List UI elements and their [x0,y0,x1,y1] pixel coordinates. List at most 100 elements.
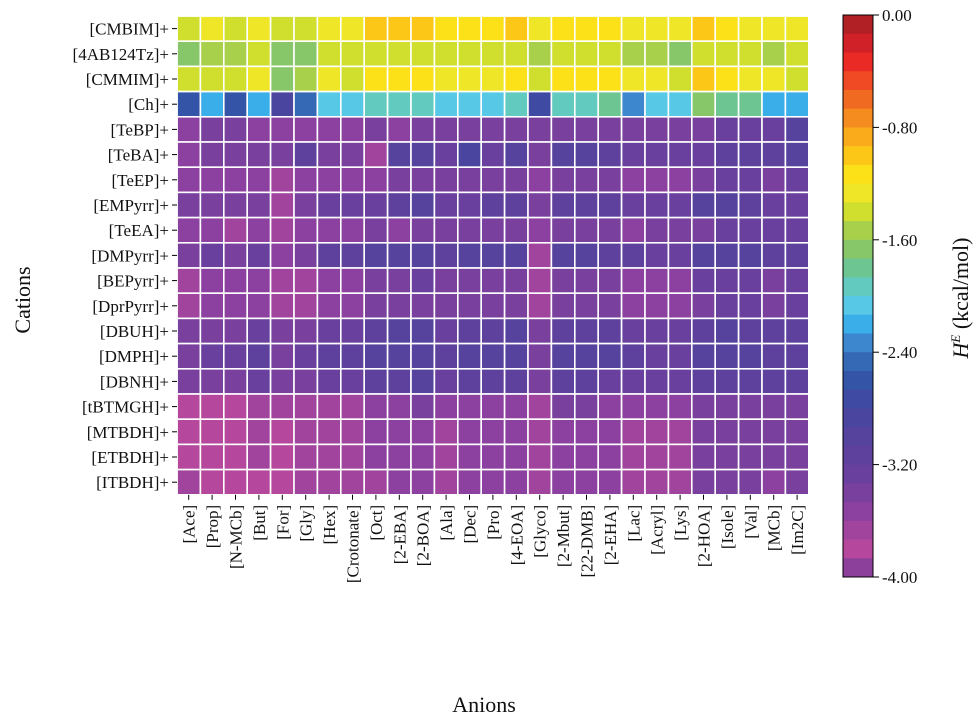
heatmap-cell [690,267,716,295]
heatmap-cell [550,65,576,93]
heatmap-cell [573,40,599,68]
heatmap-cell [667,242,693,269]
heatmap-cell [386,317,412,345]
heatmap-cell [644,367,670,395]
heatmap-cell [176,367,202,395]
heatmap-cell [410,216,436,244]
heatmap-cell [456,242,482,269]
heatmap-cell [667,317,693,345]
anion-tick-label: [2-HOA] [695,505,714,567]
heatmap-cell [550,267,576,295]
heatmap-cell [433,216,459,244]
heatmap-cell [293,468,319,496]
heatmap-cell [690,166,716,194]
y-axis-title: Cations [10,266,35,333]
heatmap-cell [714,15,740,43]
heatmap-cell [737,65,763,93]
heatmap-cell [363,141,389,169]
cation-tick-labels: [CMBIM]+ [4AB124Tz]+ [CMMIM]+ [Ch]+ [TeBP]+ [… [73,20,177,492]
anion-tick-label: [Lys] [671,505,690,541]
heatmap-cell [667,393,693,421]
heatmap-cell [597,418,623,446]
heatmap-cell [550,90,576,118]
heatmap-cell [644,116,670,143]
heatmap-cell [456,90,482,118]
heatmap-cell [597,342,623,370]
heatmap-cell [573,141,599,169]
heatmap-cell [714,443,740,471]
heatmap-cell [410,342,436,370]
heatmap-cell [223,116,249,143]
heatmap-cell [223,418,249,446]
heatmap-cell [410,191,436,219]
cation-tick-label: [TeBA]+ [108,146,169,165]
heatmap-cell [199,468,225,496]
heatmap-cell [690,90,716,118]
heatmap-cell [176,443,202,471]
heatmap-cell [316,342,342,370]
cation-tick-label: [DMPH]+ [99,347,169,366]
heatmap-cell [761,317,787,345]
heatmap-cell [644,15,670,43]
heatmap-cell [620,242,646,269]
heatmap-cell [784,292,810,320]
anion-tick-label: [Dec] [461,505,480,544]
heatmap-cell [714,468,740,496]
heatmap-cell [597,65,623,93]
heatmap-cell [737,242,763,269]
heatmap-cell [597,15,623,43]
heatmap-cell [784,191,810,219]
heatmap-cell [620,90,646,118]
cation-tick-label: [CMMIM]+ [86,70,169,89]
heatmap-cell [667,267,693,295]
heatmap-cell [644,267,670,295]
heatmap-cell [503,166,529,194]
anion-tick-label: [For] [273,505,292,540]
heatmap-cell [480,443,506,471]
heatmap-cell [316,141,342,169]
heatmap-cell [363,267,389,295]
heatmap-cell [176,166,202,194]
heatmap-cell [199,191,225,219]
heatmap-cell [199,90,225,118]
heatmap-cell [527,90,553,118]
anion-tick-label: [MCb] [765,505,784,551]
heatmap-cell [527,267,553,295]
heatmap-cell [761,90,787,118]
heatmap-cell [456,267,482,295]
heatmap-cell [527,468,553,496]
heatmap-cell [690,342,716,370]
heatmap-cell [386,242,412,269]
heatmap-cell [410,393,436,421]
heatmap-cell [480,242,506,269]
anion-tick-label: [Acryl] [648,505,667,555]
heatmap-cell [339,292,365,320]
colorbar-segment [843,427,873,447]
heatmap-cell [737,90,763,118]
heatmap-cell [573,292,599,320]
heatmap-cell [199,367,225,395]
anion-tick-label: [2-BOA] [414,505,433,566]
heatmap-cell [784,141,810,169]
heatmap-cell [667,216,693,244]
cation-tick-label: [TeBP]+ [111,120,169,139]
heatmap-cell [480,216,506,244]
anion-tick-label: [Glyco] [531,505,550,558]
heatmap-cell [573,65,599,93]
heatmap-cell [644,90,670,118]
heatmap-cell [363,216,389,244]
heatmap-cell [246,468,272,496]
heatmap-cell [620,116,646,143]
heatmap-cell [199,267,225,295]
colorbar-title-symbol: H [948,341,973,359]
heatmap-cell [176,342,202,370]
heatmap-cell [386,468,412,496]
heatmap-cell [293,65,319,93]
heatmap-cell [456,166,482,194]
colorbar-segment [843,89,873,110]
heatmap-cell [737,468,763,496]
heatmap-cell [737,393,763,421]
heatmap-cell [386,367,412,395]
heatmap-cell [339,443,365,471]
colorbar-segment [843,445,873,466]
